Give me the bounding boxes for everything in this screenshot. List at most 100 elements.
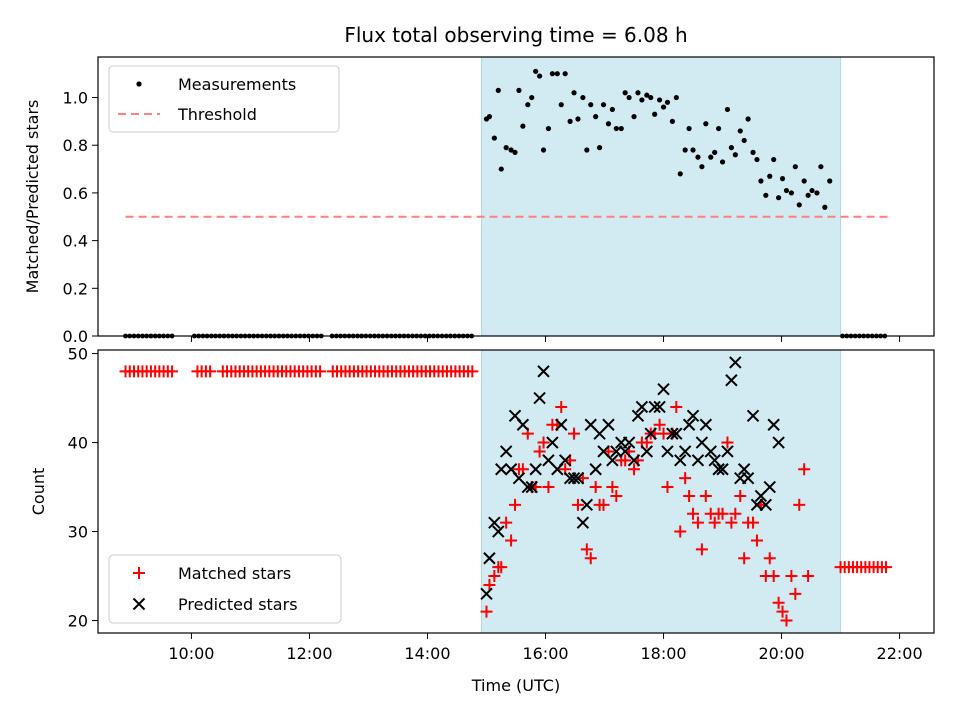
measurement-point: [486, 114, 493, 120]
measurement-point: [639, 97, 645, 103]
legend-predicted-marker: [132, 597, 146, 611]
predicted-star-point: [555, 418, 568, 431]
x-tick-label: 14:00: [404, 644, 450, 663]
measurement-point: [664, 99, 671, 105]
predicted-star-point: [699, 418, 713, 431]
ratio-y-tick-label: 1.0: [63, 89, 88, 108]
matched-star-point: [204, 365, 217, 378]
measurement-point: [660, 104, 667, 110]
x-tick-label: 12:00: [286, 644, 332, 663]
predicted-star-point: [631, 409, 645, 423]
predicted-star-point: [691, 454, 705, 467]
measurement-point: [719, 159, 726, 165]
measurement-point: [491, 135, 497, 141]
matched-star-point: [488, 570, 501, 583]
legend-matched-label: Matched stars: [178, 564, 291, 583]
measurement-point: [613, 125, 619, 132]
measurement-point: [732, 152, 738, 158]
predicted-star-point: [644, 427, 657, 440]
measurement-point: [690, 147, 696, 153]
predicted-star-point: [759, 498, 773, 512]
measurement-point: [600, 102, 607, 108]
measurement-point: [597, 145, 603, 151]
matched-star-point: [555, 400, 568, 413]
measurement-point: [758, 178, 764, 184]
predicted-star-point: [678, 445, 692, 458]
measurement-point: [716, 125, 722, 132]
matched-star-point: [500, 516, 513, 529]
measurement-point: [549, 71, 555, 77]
matched-star-point: [584, 552, 597, 565]
measurement-point: [776, 195, 782, 201]
measurement-point: [822, 204, 828, 210]
ratio-y-axis-label: Matched/Predicted stars: [23, 100, 42, 294]
predicted-star-point: [674, 454, 687, 467]
ratio-y-tick-label: 0.0: [63, 327, 88, 346]
ratio-y-tick-label: 0.4: [63, 232, 88, 251]
matched-star-point: [589, 481, 602, 494]
measurement-point: [520, 123, 526, 129]
matched-star-point: [716, 507, 729, 520]
predicted-star-point: [483, 552, 496, 565]
measurement-point: [801, 178, 807, 184]
measurement-point: [540, 147, 547, 153]
measurement-point: [626, 94, 632, 101]
measurement-point: [631, 114, 637, 120]
predicted-star-point: [576, 516, 590, 529]
matched-star-point: [509, 498, 522, 511]
matched-star-point: [785, 570, 798, 583]
matched-star-point: [798, 463, 811, 476]
predicted-star-point: [635, 400, 649, 414]
predicted-star-point: [716, 463, 729, 476]
matched-star-point: [708, 516, 721, 529]
matched-star-point: [772, 596, 785, 609]
measurement-point: [779, 176, 786, 182]
measurement-point: [584, 147, 590, 153]
predicted-star-point: [627, 454, 641, 467]
measurement-point: [796, 202, 802, 208]
matched-star-point: [729, 507, 742, 520]
matched-star-point: [533, 445, 546, 458]
predicted-star-point: [666, 427, 679, 440]
measurement-point: [695, 154, 701, 160]
predicted-star-point: [606, 454, 619, 467]
measurement-point: [529, 94, 535, 101]
matched-star-point: [568, 427, 581, 440]
predicted-star-point: [533, 391, 546, 405]
matched-star-point: [610, 489, 623, 502]
measurement-point: [554, 71, 560, 77]
predicted-star-point: [712, 463, 725, 476]
predicted-star-point: [737, 463, 751, 476]
measurement-point: [814, 190, 820, 196]
measurement-point: [593, 114, 599, 120]
measurement-point: [652, 111, 658, 117]
measurement-point: [508, 147, 514, 153]
legend-measurements-label: Measurements: [178, 75, 296, 94]
matched-star-point: [670, 400, 683, 413]
measurement-point: [588, 102, 594, 108]
measurement-point: [495, 87, 501, 93]
predicted-star-point: [546, 436, 559, 449]
matched-star-point: [763, 552, 776, 565]
matched-star-point: [606, 481, 619, 494]
measurement-point: [525, 102, 531, 108]
x-tick-label: 22:00: [877, 644, 923, 663]
measurement-point: [512, 149, 518, 155]
predicted-star-point: [763, 480, 776, 494]
axes-frame: [97, 349, 935, 634]
matched-star-point: [495, 561, 508, 574]
predicted-star-point: [670, 427, 683, 440]
count-y-tick-label: 20: [68, 612, 88, 631]
predicted-star-point: [746, 409, 760, 423]
measurement-point: [562, 71, 568, 77]
predicted-star-point: [682, 418, 696, 431]
matched-star-point: [661, 481, 674, 494]
predicted-star-point: [704, 445, 717, 458]
predicted-star-point: [580, 498, 594, 512]
measurement-point: [809, 187, 815, 194]
matched-star-point: [687, 507, 700, 520]
measurement-point: [498, 166, 504, 172]
measurement-point: [677, 171, 683, 177]
predicted-star-point: [657, 382, 670, 396]
predicted-star-point: [653, 400, 666, 414]
